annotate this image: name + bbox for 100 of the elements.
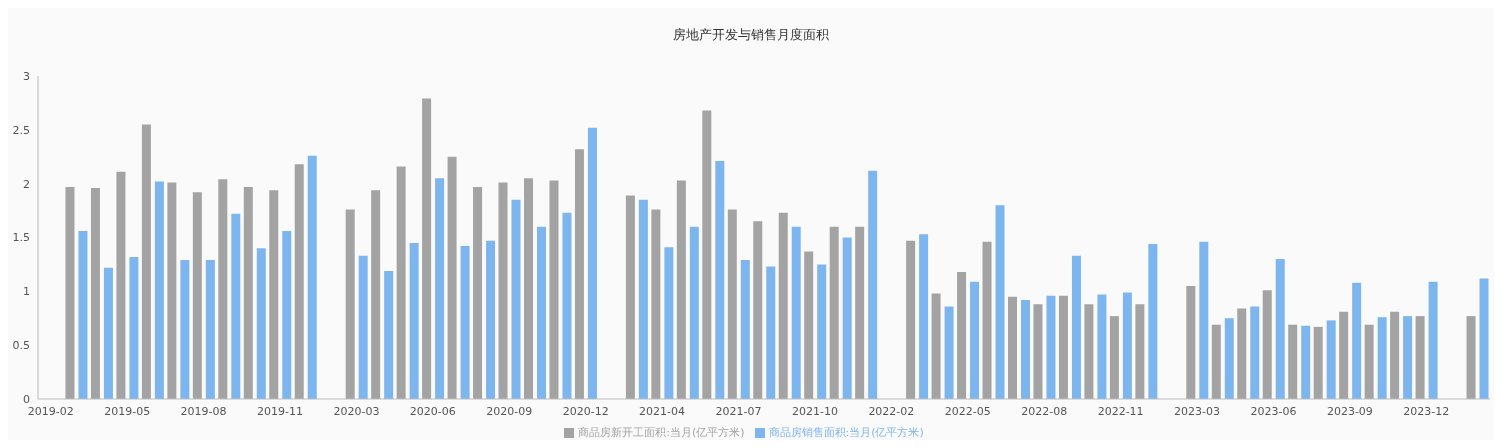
legend-label: 商品房销售面积:当月(亿平方米) bbox=[768, 426, 924, 439]
bar bbox=[1071, 255, 1081, 399]
x-tick-label: 2021-10 bbox=[791, 404, 838, 418]
x-tick-label: 2020-12 bbox=[562, 404, 609, 418]
bar bbox=[409, 242, 419, 399]
y-tick-label: 2 bbox=[23, 177, 30, 191]
x-tick-label: 2021-04 bbox=[639, 404, 686, 418]
x-tick-label: 2023-06 bbox=[1250, 404, 1297, 418]
bar bbox=[1301, 325, 1311, 399]
bar bbox=[90, 187, 100, 399]
bar bbox=[970, 281, 980, 399]
bar bbox=[192, 192, 202, 399]
bar bbox=[345, 209, 355, 399]
bar bbox=[676, 180, 686, 399]
x-tick-label: 2022-02 bbox=[868, 404, 915, 418]
bar bbox=[982, 241, 992, 399]
x-tick-label: 2023-03 bbox=[1174, 404, 1221, 418]
bar bbox=[549, 180, 559, 399]
bar bbox=[129, 256, 139, 399]
bar bbox=[1021, 299, 1030, 399]
bar bbox=[282, 231, 292, 399]
bar bbox=[167, 182, 177, 399]
bar bbox=[906, 240, 916, 399]
bar bbox=[1058, 295, 1068, 399]
x-tick-label: 2023-12 bbox=[1403, 404, 1450, 418]
bar bbox=[702, 110, 712, 399]
bar bbox=[574, 149, 584, 399]
bar bbox=[116, 171, 126, 399]
legend-label: 商品房新开工面积:当月(亿平方米) bbox=[578, 426, 745, 439]
bar bbox=[1033, 304, 1043, 399]
bar bbox=[154, 181, 164, 399]
bar bbox=[855, 226, 865, 399]
y-tick-label: 1.5 bbox=[12, 231, 30, 245]
bar bbox=[1046, 295, 1056, 399]
x-tick-label: 2020-09 bbox=[486, 404, 533, 418]
bar bbox=[638, 199, 648, 399]
bar bbox=[447, 156, 457, 399]
bar bbox=[1250, 306, 1260, 399]
bar bbox=[1275, 259, 1285, 399]
bar bbox=[842, 237, 852, 399]
bar bbox=[1262, 290, 1272, 399]
bar bbox=[371, 190, 381, 399]
bar bbox=[1466, 316, 1476, 399]
bar bbox=[307, 155, 317, 399]
x-tick-label: 2021-07 bbox=[715, 404, 762, 418]
bar bbox=[358, 255, 368, 399]
bar bbox=[1326, 320, 1336, 399]
bar bbox=[562, 212, 572, 399]
bar bbox=[1122, 292, 1132, 399]
bar bbox=[1008, 296, 1017, 399]
bar bbox=[1415, 316, 1425, 399]
bar bbox=[664, 247, 674, 399]
bar bbox=[473, 186, 483, 399]
bar bbox=[1339, 311, 1349, 399]
bar bbox=[1288, 324, 1298, 399]
bar bbox=[511, 199, 521, 399]
bar bbox=[78, 231, 88, 399]
y-tick-label: 0.5 bbox=[12, 339, 30, 353]
bar bbox=[868, 170, 878, 399]
bar bbox=[1084, 304, 1094, 399]
bar bbox=[498, 182, 508, 399]
bar bbox=[1135, 304, 1145, 399]
bar bbox=[141, 124, 151, 399]
y-tick-label: 0 bbox=[23, 392, 30, 406]
bar bbox=[1097, 294, 1107, 399]
bar bbox=[919, 234, 929, 399]
bar bbox=[587, 127, 597, 399]
bar bbox=[256, 248, 266, 399]
bar bbox=[460, 246, 470, 399]
bar bbox=[1199, 241, 1209, 399]
x-tick-label: 2020-03 bbox=[333, 404, 380, 418]
bar bbox=[524, 178, 533, 399]
bar bbox=[537, 226, 546, 399]
bar bbox=[1352, 282, 1362, 399]
x-tick-label: 2019-05 bbox=[104, 404, 151, 418]
x-tick-label: 2020-06 bbox=[409, 404, 456, 418]
bar bbox=[1390, 311, 1400, 399]
bar bbox=[715, 161, 725, 399]
bar bbox=[422, 98, 432, 399]
y-tick-label: 3 bbox=[23, 69, 30, 83]
bar bbox=[740, 260, 750, 399]
bar bbox=[65, 186, 75, 399]
bar bbox=[1313, 326, 1323, 399]
bar bbox=[1479, 278, 1489, 399]
bar bbox=[778, 212, 788, 399]
y-tick-label: 1 bbox=[23, 285, 30, 299]
bar bbox=[727, 209, 737, 399]
bar bbox=[1377, 317, 1387, 399]
x-tick-label: 2022-08 bbox=[1021, 404, 1068, 418]
bar bbox=[294, 164, 304, 399]
bar bbox=[218, 179, 228, 399]
bar bbox=[1186, 285, 1196, 399]
x-tick-label: 2019-08 bbox=[180, 404, 227, 418]
bar bbox=[931, 293, 941, 399]
bar bbox=[689, 226, 699, 399]
bar bbox=[1403, 316, 1413, 399]
bar bbox=[791, 226, 801, 399]
bar bbox=[1109, 316, 1119, 399]
bar bbox=[995, 205, 1005, 399]
bar bbox=[804, 251, 814, 399]
